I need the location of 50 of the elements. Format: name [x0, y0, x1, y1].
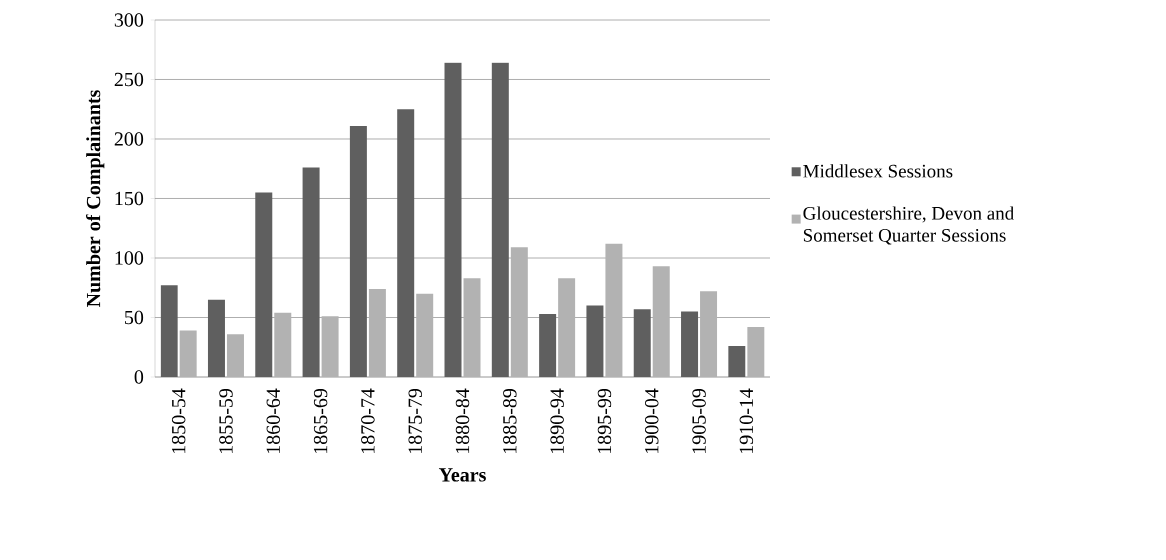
- y-tick-label: 200: [114, 132, 144, 146]
- bar: [586, 305, 604, 377]
- bar: [510, 247, 528, 377]
- x-tick-label: 1885-89: [503, 388, 517, 454]
- bar: [728, 346, 746, 377]
- bar: [558, 278, 576, 377]
- x-tick-label: 1870-74: [361, 388, 375, 454]
- bar: [605, 243, 623, 377]
- bar: [160, 285, 178, 377]
- x-tick-label: 1880-84: [455, 388, 470, 454]
- x-tick-label: 1855-59: [219, 388, 233, 454]
- bar: [368, 288, 386, 377]
- x-tick-label: 1910-14: [739, 388, 754, 454]
- legend-label: Gloucestershire, Devon and Somerset Quarter Sessions: [803, 206, 1014, 245]
- bar: [255, 192, 273, 377]
- bar: [747, 327, 765, 377]
- bar: [321, 316, 339, 377]
- bar: [491, 62, 509, 377]
- x-tick-label: 1890-94: [550, 388, 564, 454]
- x-tick-label: 1895-99: [597, 388, 612, 454]
- y-tick-label: 250: [114, 72, 144, 87]
- bar: [633, 309, 651, 377]
- bar: [681, 311, 699, 377]
- y-tick-label: 150: [115, 191, 144, 206]
- y-tick-label: 300: [114, 13, 144, 27]
- bar: [700, 291, 718, 377]
- x-tick-label: 1875-79: [408, 388, 422, 454]
- y-tick-label: 50: [125, 310, 144, 325]
- bar: [302, 167, 320, 377]
- x-tick-label: 1850-54: [171, 388, 186, 454]
- y-tick-label: 100: [115, 251, 144, 265]
- bar: [397, 109, 415, 377]
- y-tick-label: 0: [134, 370, 144, 384]
- bar: [274, 312, 292, 377]
- bar: [652, 266, 670, 377]
- bar: [463, 278, 481, 377]
- bar: [349, 125, 367, 377]
- bar: [179, 330, 197, 377]
- x-axis-title: Years: [438, 468, 486, 482]
- x-tick-label: 1860-64: [266, 388, 281, 454]
- x-tick-label: 1905-09: [692, 388, 706, 454]
- bar: [444, 62, 462, 377]
- bar: [416, 293, 434, 377]
- bar: [226, 334, 244, 377]
- x-tick-label: 1900-04: [644, 388, 659, 454]
- legend-label: Middlesex Sessions: [803, 164, 953, 178]
- bar: [207, 299, 225, 377]
- y-axis-title: Number of Complainants: [86, 90, 105, 308]
- bar: [539, 313, 557, 377]
- x-tick-label: 1865-69: [313, 388, 328, 454]
